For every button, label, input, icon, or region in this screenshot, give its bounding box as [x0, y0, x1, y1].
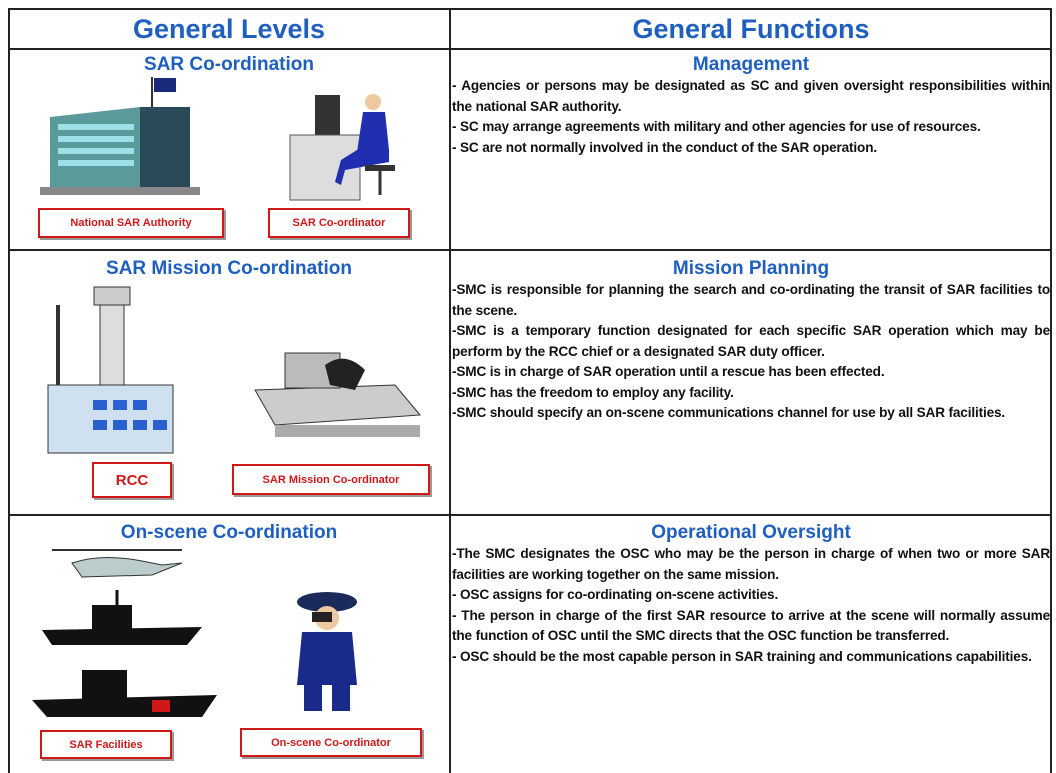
bullet: - OSC assigns for co-ordinating on-scene… [452, 587, 779, 602]
facilities-icon [32, 549, 217, 717]
level-title: On-scene Co-ordination [120, 522, 338, 543]
column-header: General Levels [132, 14, 326, 44]
function-title: Operational Oversight [651, 522, 851, 543]
bullet: - SC may arrange agreements with militar… [452, 119, 981, 134]
function-cell: Mission Planning -SMC is responsible for… [452, 258, 1050, 424]
osc-icon [297, 592, 357, 711]
coordinator-icon [289, 94, 395, 201]
column-header: General Functions [632, 14, 870, 44]
bullet: -SMC is responsible for planning the sea… [452, 282, 1050, 318]
label-tag: RCC [92, 462, 172, 498]
bullet: -SMC is a temporary function designated … [452, 323, 1050, 359]
function-title: Management [692, 54, 810, 75]
table-border [449, 8, 451, 773]
bullet: - OSC should be the most capable person … [452, 648, 1032, 664]
table-border [8, 48, 1052, 50]
label-tag: SAR Mission Co-ordinator [232, 464, 430, 495]
bullet: -SMC should specify an on-scene communic… [452, 405, 1006, 420]
smc-icon [254, 352, 422, 437]
bullet: - SC are not normally involved in the co… [452, 139, 877, 155]
table-border [8, 514, 1052, 516]
function-cell: Management - Agencies or persons may be … [452, 54, 1050, 158]
label-tag: On-scene Co-ordinator [240, 728, 422, 757]
label-tag: SAR Facilities [40, 730, 172, 759]
label-tag: National SAR Authority [38, 208, 224, 238]
bullet: - The person in charge of the first SAR … [452, 607, 1050, 644]
level-title: SAR Co-ordination [144, 54, 314, 75]
rcc-icon [47, 286, 174, 454]
table-border [8, 249, 1052, 251]
table-border [8, 8, 1052, 10]
level-title: SAR Mission Co-ordination [106, 258, 352, 279]
function-cell: Operational Oversight -The SMC designate… [452, 522, 1050, 667]
label-tag: SAR Co-ordinator [268, 208, 410, 238]
building-icon [40, 77, 200, 195]
table-border [1050, 8, 1052, 773]
function-title: Mission Planning [672, 258, 830, 279]
bullet: -SMC has the freedom to employ any facil… [452, 384, 734, 400]
bullet: -SMC is in charge of SAR operation until… [452, 364, 885, 379]
bullet: -The SMC designates the OSC who may be t… [452, 546, 1050, 582]
table-border [8, 8, 10, 773]
bullet: - Agencies or persons may be designated … [452, 78, 1050, 114]
